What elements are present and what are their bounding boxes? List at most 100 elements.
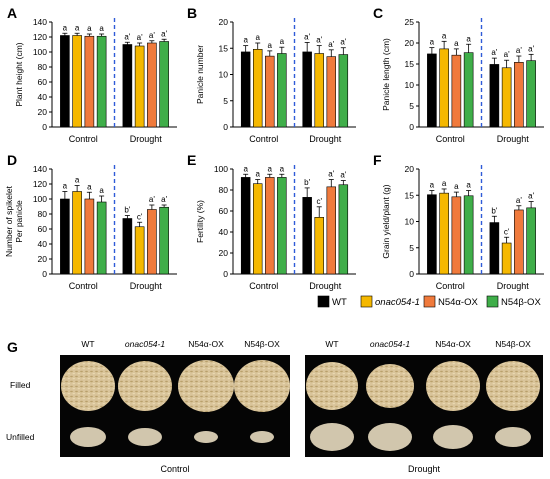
- significance-label: a': [304, 32, 310, 41]
- photo-group-label: Control: [160, 464, 189, 474]
- unfilled-grain-pile: [194, 431, 218, 443]
- y-axis-label-line: Plant height (cm): [14, 42, 24, 106]
- significance-label: a: [75, 23, 80, 32]
- significance-label: a': [328, 40, 334, 49]
- significance-label: c': [316, 197, 322, 206]
- unfilled-grain-pile: [495, 427, 531, 447]
- significance-label: a: [466, 181, 471, 190]
- bar: [526, 60, 536, 128]
- filled-grain-pile: [366, 364, 414, 408]
- significance-label: a: [268, 164, 273, 173]
- y-axis-label: Fertility (%): [195, 200, 205, 243]
- y-tick-label: 15: [405, 59, 415, 69]
- y-tick-label: 100: [33, 194, 47, 204]
- y-tick-label: 120: [33, 179, 47, 189]
- bar: [265, 177, 275, 275]
- significance-label: a': [340, 171, 346, 180]
- bar: [501, 242, 512, 275]
- bar: [277, 53, 287, 128]
- y-tick-label: 20: [405, 164, 415, 174]
- filled-grain-pile: [234, 360, 290, 412]
- legend: WT onac054-1 N54α-OX N54β-OX: [317, 295, 541, 308]
- y-tick-label: 20: [405, 38, 415, 48]
- significance-label: a: [87, 182, 92, 191]
- significance-label: c': [137, 212, 143, 221]
- bar: [463, 195, 474, 275]
- panel-letter: B: [187, 5, 197, 21]
- significance-label: a': [340, 38, 346, 47]
- y-tick-label: 0: [409, 269, 414, 279]
- bar: [72, 191, 82, 275]
- significance-label: c': [504, 227, 510, 236]
- significance-label: a: [454, 182, 459, 191]
- y-tick-label: 60: [38, 224, 48, 234]
- x-category-label: Control: [69, 281, 98, 291]
- y-tick-label: 0: [409, 122, 414, 132]
- significance-label: b': [304, 178, 310, 187]
- bar: [501, 67, 512, 128]
- significance-label: a': [316, 36, 322, 45]
- bar: [84, 198, 95, 275]
- significance-label: a: [442, 179, 447, 188]
- y-tick-label: 80: [38, 62, 48, 72]
- x-category-label: Drought: [309, 281, 342, 291]
- photo-column-label: onac054-1: [125, 339, 165, 349]
- bar: [463, 52, 474, 128]
- significance-label: a: [442, 31, 447, 40]
- photo-row-label: Unfilled: [6, 432, 35, 442]
- photo-panel: G WT onac054-1 N54α-OX N54β-OX Control WT onac0…: [6, 339, 543, 474]
- significance-label: a: [243, 36, 248, 45]
- bar: [96, 35, 107, 128]
- photo-column-label: WT: [325, 339, 338, 349]
- bar: [302, 197, 312, 275]
- y-tick-label: 140: [33, 164, 47, 174]
- filled-grain-pile: [426, 361, 480, 411]
- significance-label: a': [516, 196, 522, 205]
- x-category-label: Control: [249, 134, 278, 144]
- y-tick-label: 25: [405, 17, 415, 27]
- bar: [451, 54, 462, 128]
- x-category-label: Drought: [309, 134, 342, 144]
- bar: [122, 44, 133, 128]
- y-axis-label: Plant height (cm): [14, 42, 24, 106]
- bar: [427, 194, 437, 275]
- y-tick-label: 0: [42, 269, 47, 279]
- bar: [240, 177, 251, 275]
- y-tick-label: 100: [214, 164, 228, 174]
- y-tick-label: 60: [219, 206, 229, 216]
- photo-group-drought: WT onac054-1 N54α-OX N54β-OX Drought: [305, 339, 543, 474]
- significance-label: a': [491, 48, 497, 57]
- significance-label: a: [99, 186, 104, 195]
- bar: [526, 207, 536, 275]
- significance-label: a: [268, 41, 273, 50]
- y-axis-label: Grain yield/plant (g): [381, 184, 391, 258]
- bar: [240, 51, 251, 128]
- photo-column-label: N54α-OX: [435, 339, 471, 349]
- y-tick-label: 40: [38, 239, 48, 249]
- y-tick-label: 60: [38, 77, 48, 87]
- significance-label: a': [516, 46, 522, 55]
- panel-letter: C: [373, 5, 383, 21]
- significance-label: a: [280, 164, 285, 173]
- photo-column-label: N54β-OX: [495, 339, 531, 349]
- y-axis-label: Panicle number: [195, 45, 205, 104]
- bar: [338, 184, 349, 275]
- significance-label: a: [280, 37, 285, 46]
- filled-grain-pile: [486, 361, 540, 411]
- bar: [60, 198, 70, 275]
- significance-label: a: [255, 33, 260, 42]
- significance-label: a: [255, 170, 260, 179]
- bar: [277, 177, 287, 275]
- legend-swatch: [423, 295, 436, 308]
- bar: [439, 192, 449, 275]
- y-tick-label: 100: [33, 47, 47, 57]
- bar: [265, 55, 275, 128]
- panel-letter: E: [187, 152, 196, 168]
- significance-label: a': [161, 195, 167, 204]
- legend-swatch: [360, 295, 373, 308]
- bar: [427, 53, 437, 128]
- y-tick-label: 0: [42, 122, 47, 132]
- chart-panel-d: D 0 20 40 60 80 100 120 140 Number of spikeletPer…: [4, 152, 177, 291]
